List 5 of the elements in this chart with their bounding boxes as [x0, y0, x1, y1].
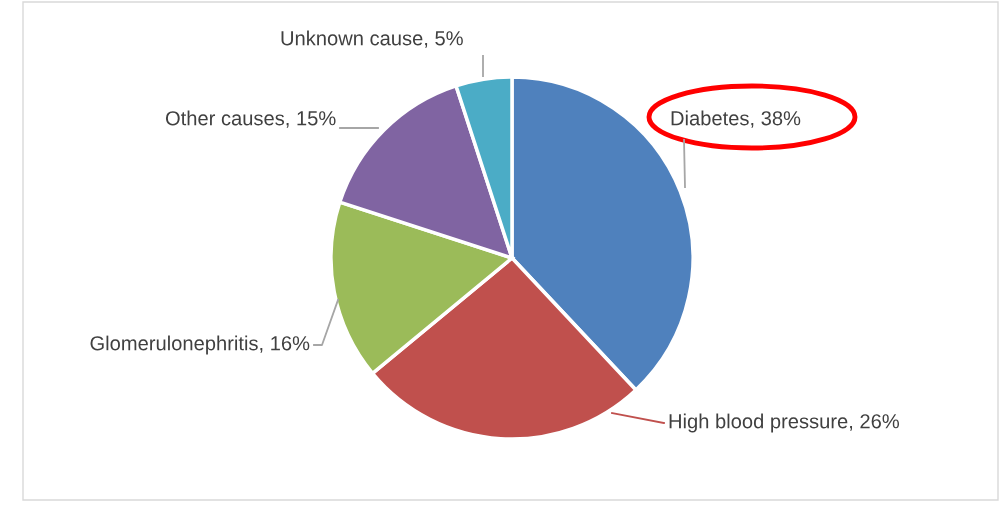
- slice-label: High blood pressure, 26%: [669, 413, 900, 433]
- slice-label: Glomerulonephritis, 16%: [90, 335, 310, 355]
- slice-label: Other causes, 15%: [165, 110, 336, 128]
- slice-label: Unknown cause, 5%: [281, 30, 463, 48]
- slice-label: Diabetes, 38%: [671, 110, 801, 128]
